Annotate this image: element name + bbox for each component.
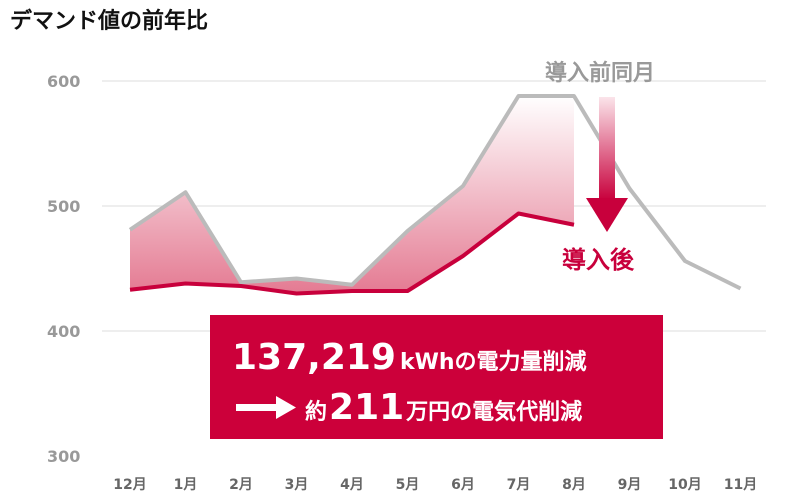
- yen-text: 万円の電気代削減: [405, 399, 582, 425]
- yen-value: 211: [329, 387, 404, 428]
- down-arrow-icon: [586, 97, 628, 232]
- grid: [102, 80, 766, 332]
- x-ticks: 12月 1月 2月 3月 4月 5月 6月 7月 8月 9月 10月 11月: [113, 477, 757, 493]
- y-tick-label: 400: [47, 322, 80, 341]
- series-line-before: [128, 94, 742, 291]
- fill-area: [130, 96, 574, 294]
- x-tick-label: 12月: [113, 477, 146, 493]
- savings-line-1: 137,219 kWhの電力量削減: [232, 337, 587, 378]
- y-tick-label: 500: [47, 197, 80, 216]
- savings-line-2: 約211万円の電気代削減: [305, 387, 582, 428]
- y-tick-label: 300: [47, 447, 80, 466]
- kwh-value: 137,219: [232, 337, 396, 378]
- series-line-after: [129, 211, 575, 296]
- x-tick-label: 11月: [724, 477, 757, 493]
- chart-title: デマンド値の前年比: [10, 8, 208, 34]
- x-tick-label: 2月: [229, 477, 253, 493]
- x-tick-label: 4月: [340, 477, 364, 493]
- savings-box: 137,219 kWhの電力量削減 約211万円の電気代削減: [210, 315, 663, 439]
- right-arrow-icon: [236, 396, 296, 419]
- x-tick-label: 6月: [451, 477, 475, 493]
- x-tick-label: 7月: [507, 477, 531, 493]
- x-tick-label: 3月: [285, 477, 309, 493]
- after-label: 導入後: [562, 246, 635, 274]
- x-tick-label: 9月: [618, 477, 642, 493]
- x-tick-label: 10月: [668, 477, 701, 493]
- kwh-unit: kWh: [400, 350, 455, 375]
- x-tick-label: 8月: [562, 477, 586, 493]
- kwh-text: の電力量削減: [455, 350, 587, 375]
- before-label: 導入前同月: [545, 60, 655, 86]
- yen-prefix: 約: [305, 399, 327, 425]
- y-ticks: 300 400 500 600: [47, 72, 80, 466]
- y-tick-label: 600: [47, 72, 80, 91]
- x-tick-label: 1月: [174, 477, 198, 493]
- x-tick-label: 5月: [396, 477, 420, 493]
